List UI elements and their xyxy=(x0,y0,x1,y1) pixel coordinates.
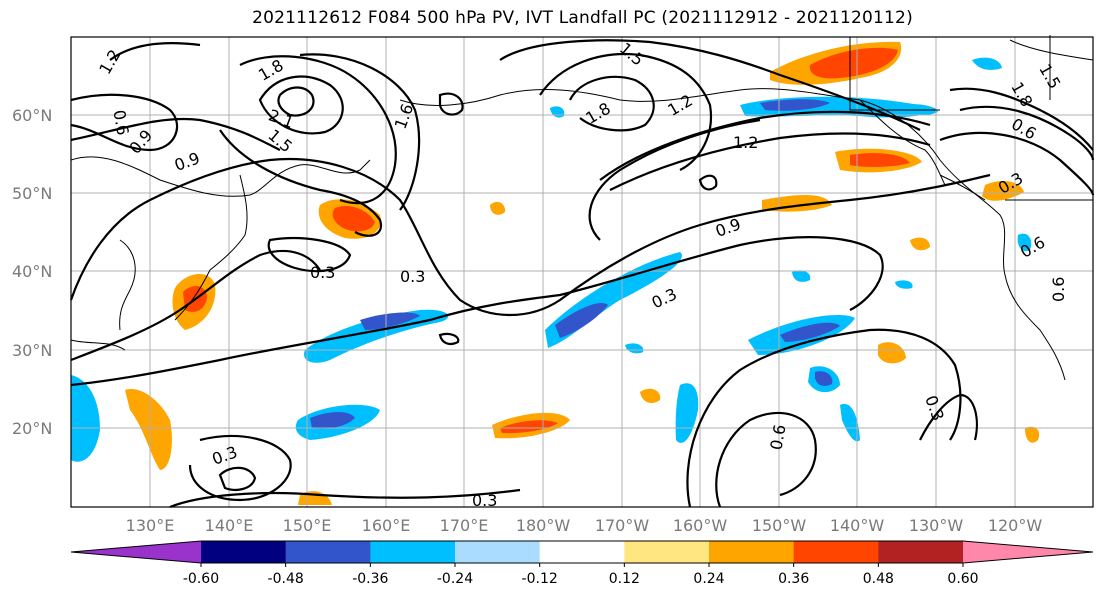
colorbar-tick-label: -0.48 xyxy=(268,571,304,587)
colorbar-segment xyxy=(709,541,795,563)
colorbar-segment xyxy=(370,541,456,563)
colorbar-segment xyxy=(285,541,371,563)
lon-label: 130°W xyxy=(909,516,964,535)
lat-label: 50°N xyxy=(12,184,52,203)
contour-label: 0.3 xyxy=(310,263,335,282)
lon-label: 130°E xyxy=(126,516,175,535)
lon-label: 170°E xyxy=(440,516,489,535)
contour-label: 0.6 xyxy=(1049,277,1068,302)
colorbar-segment xyxy=(201,541,287,563)
colorbar-segment xyxy=(455,541,541,563)
plot-title: 2021112612 F084 500 hPa PV, IVT Landfall… xyxy=(252,8,913,28)
colorbar-tick-label: -0.36 xyxy=(352,571,388,587)
lat-label: 60°N xyxy=(12,106,52,125)
longitude-labels: 130°E 140°E 150°E 160°E 170°E 180°W 170°… xyxy=(126,516,1043,535)
colorbar-tick-label: -0.60 xyxy=(183,571,219,587)
colorbar-tick-label: 0.36 xyxy=(778,571,809,587)
latitude-labels: 60°N 50°N 40°N 30°N 20°N xyxy=(12,106,52,438)
contour-label: 0.6 xyxy=(766,423,789,451)
colorbar-tick-label: 0.24 xyxy=(693,571,724,587)
contour-label: 0.6 xyxy=(109,108,132,136)
colorbar-segment xyxy=(793,541,879,563)
colorbar-tick-label: 0.12 xyxy=(609,571,640,587)
colorbar: -0.60 -0.48 -0.36 -0.24 -0.12 0.12 0.24 0.36 0.4… xyxy=(70,540,1094,587)
pv-contours xyxy=(69,39,1095,509)
contour-label: 0.3 xyxy=(472,491,497,510)
lat-label: 40°N xyxy=(12,262,52,281)
colorbar-tick-label: -0.24 xyxy=(437,571,473,587)
lon-label: 140°E xyxy=(205,516,254,535)
colorbar-segment xyxy=(624,541,710,563)
lon-label: 150°E xyxy=(283,516,332,535)
colorbar-extension-high xyxy=(963,541,1093,563)
lat-label: 30°N xyxy=(12,341,52,360)
map-gridlines xyxy=(71,37,1093,507)
colorbar-segment xyxy=(539,541,625,563)
lon-label: 120°W xyxy=(988,516,1043,535)
colorbar-tick-label: -0.12 xyxy=(522,571,558,587)
contour-label: 1.2 xyxy=(733,133,758,152)
colorbar-extension-low xyxy=(71,541,201,563)
colorbar-tick-label: 0.48 xyxy=(863,571,894,587)
map-frame xyxy=(70,36,1094,508)
colorbar-segment xyxy=(878,541,964,563)
lon-label: 160°W xyxy=(673,516,728,535)
contour-label: 0.3 xyxy=(400,267,425,286)
lon-label: 180°W xyxy=(516,516,571,535)
lon-label: 140°W xyxy=(830,516,885,535)
lat-label: 20°N xyxy=(12,419,52,438)
lon-label: 150°W xyxy=(752,516,807,535)
lon-label: 170°W xyxy=(595,516,650,535)
coastlines xyxy=(70,35,1094,381)
lon-label: 160°E xyxy=(362,516,411,535)
colorbar-tick-label: 0.60 xyxy=(947,571,978,587)
